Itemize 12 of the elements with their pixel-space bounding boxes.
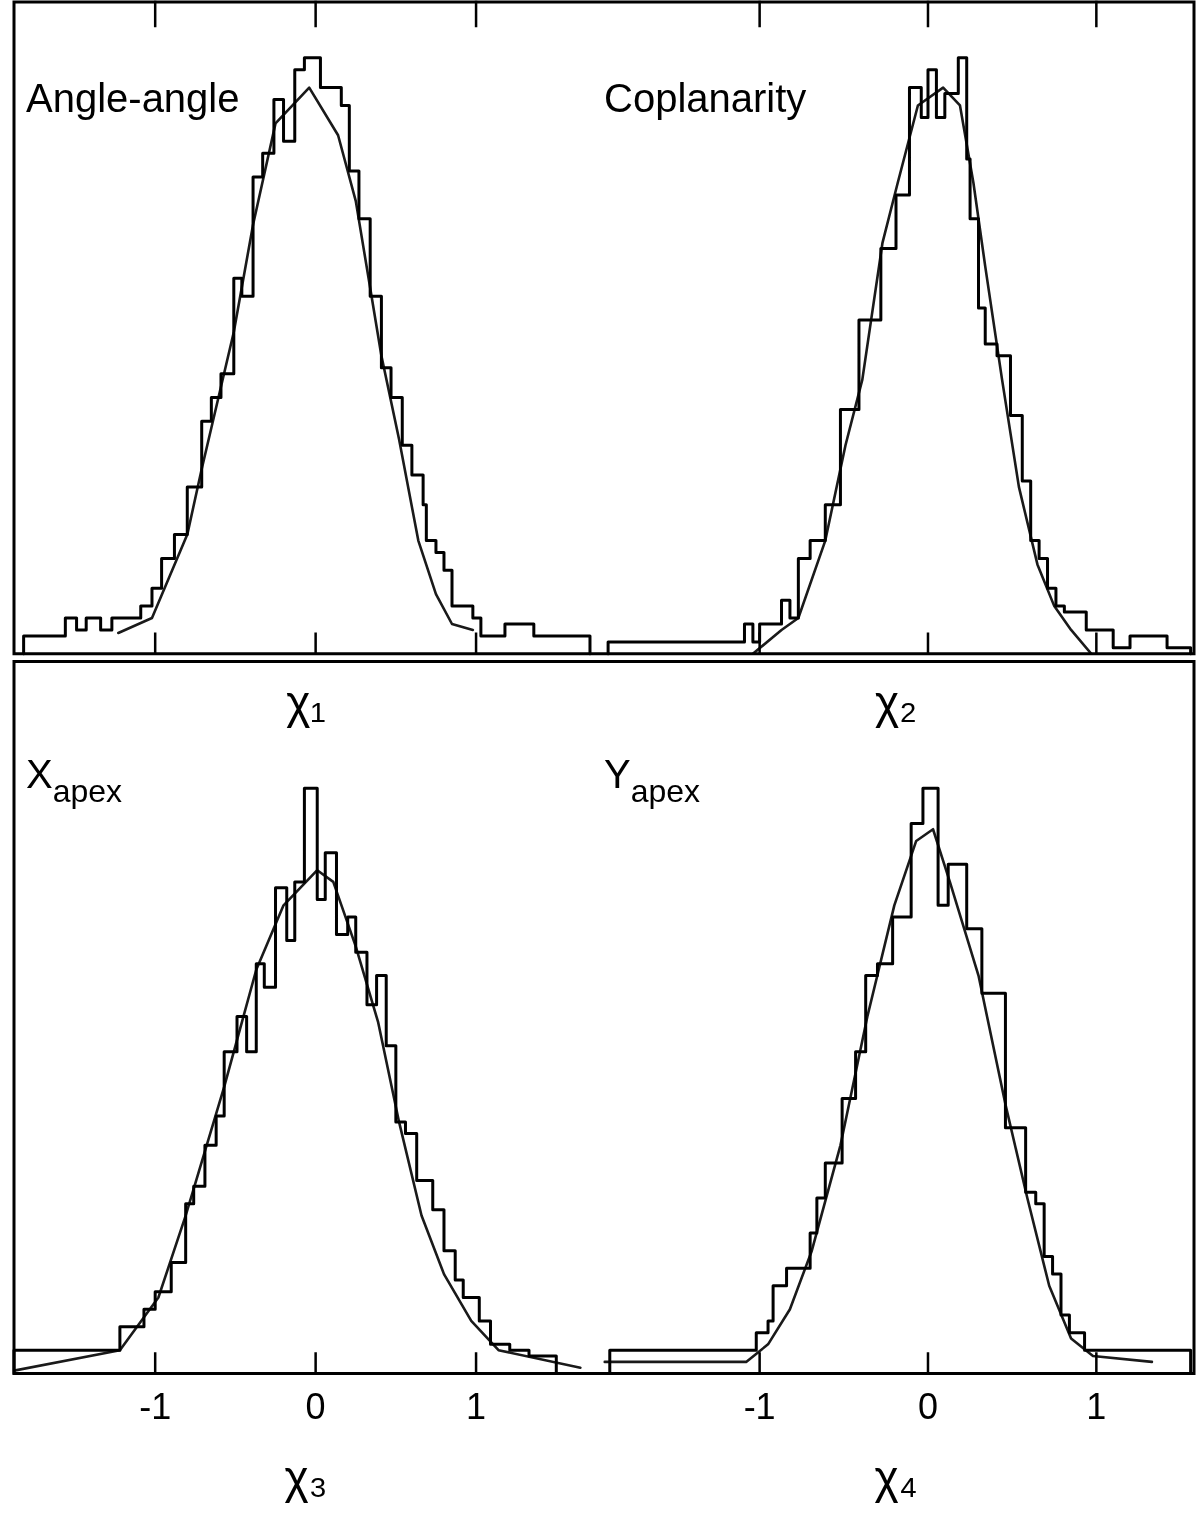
x-tick-label: -1 [139,1386,172,1428]
x-tick-label: -1 [743,1386,776,1428]
x-axis-title: χ₁ [286,676,326,729]
x-axis-title: χ₃ [284,1451,328,1504]
x-axis-title: χ₄ [874,1451,918,1504]
annotation: Coplanarity [604,76,807,120]
x-tick-label: 0 [917,1386,938,1428]
x-tick-label: 0 [305,1386,326,1428]
annotation: Angle-angle [26,76,240,120]
x-tick-label: 1 [1086,1386,1107,1428]
x-axis-title: χ₂ [874,676,918,729]
x-tick-label: 1 [466,1386,487,1428]
